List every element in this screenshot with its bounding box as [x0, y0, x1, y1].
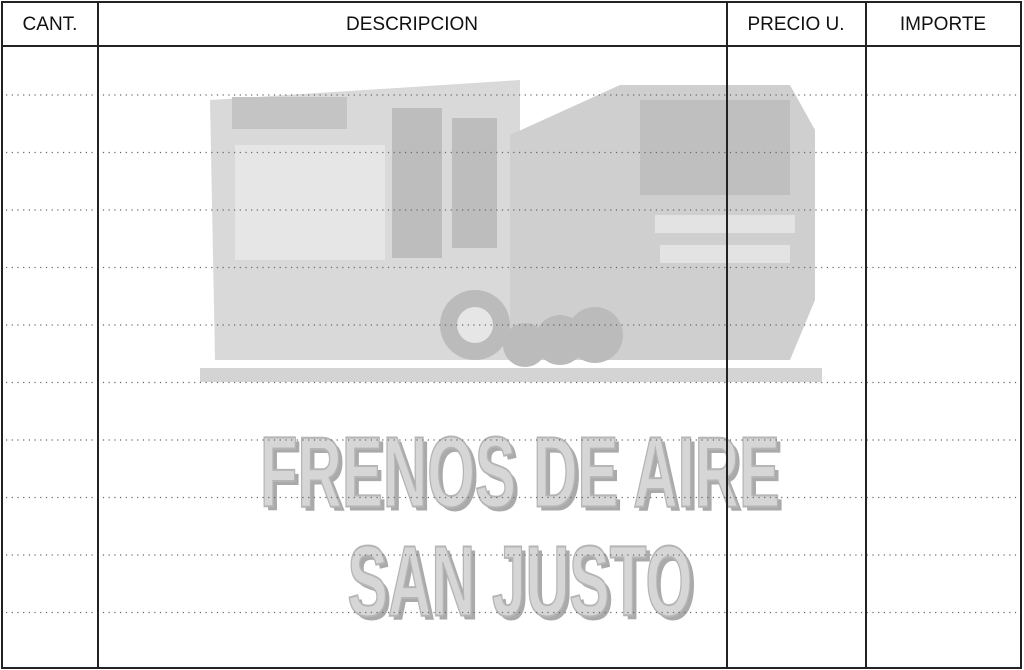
column-header: DESCRIPCION — [346, 14, 478, 35]
column-header: PRECIO U. — [747, 14, 844, 35]
watermark-text: FRENOS DE AIRE FRENOS DE AIRE SAN JUSTO … — [259, 415, 784, 641]
watermark-illustration — [200, 80, 822, 382]
column-header: CANT. — [23, 14, 78, 35]
watermark-line: SAN JUSTO — [352, 529, 697, 641]
watermark-line: FRENOS DE AIRE — [260, 416, 780, 528]
column-header: IMPORTE — [900, 14, 986, 35]
watermark-line: SAN JUSTO — [348, 525, 693, 637]
watermark-line: FRENOS DE AIRE — [264, 420, 784, 532]
